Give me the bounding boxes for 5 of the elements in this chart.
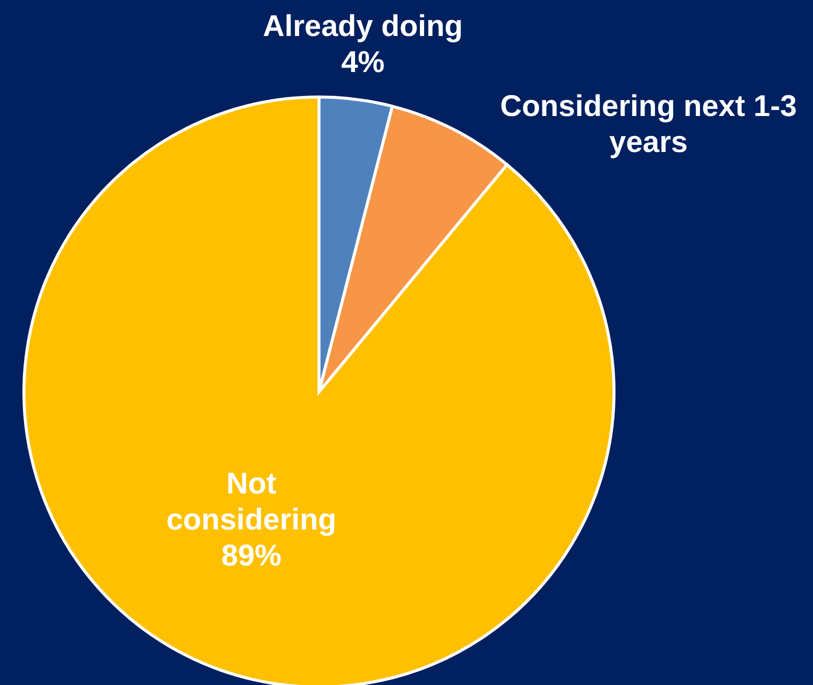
data-label: 4% [341, 46, 385, 79]
slice-label: Not considering [166, 467, 336, 536]
data-label: 89% [221, 539, 282, 572]
slice-label: Already doing [262, 10, 463, 43]
slice-label: Considering next 1-3 years [500, 90, 797, 160]
